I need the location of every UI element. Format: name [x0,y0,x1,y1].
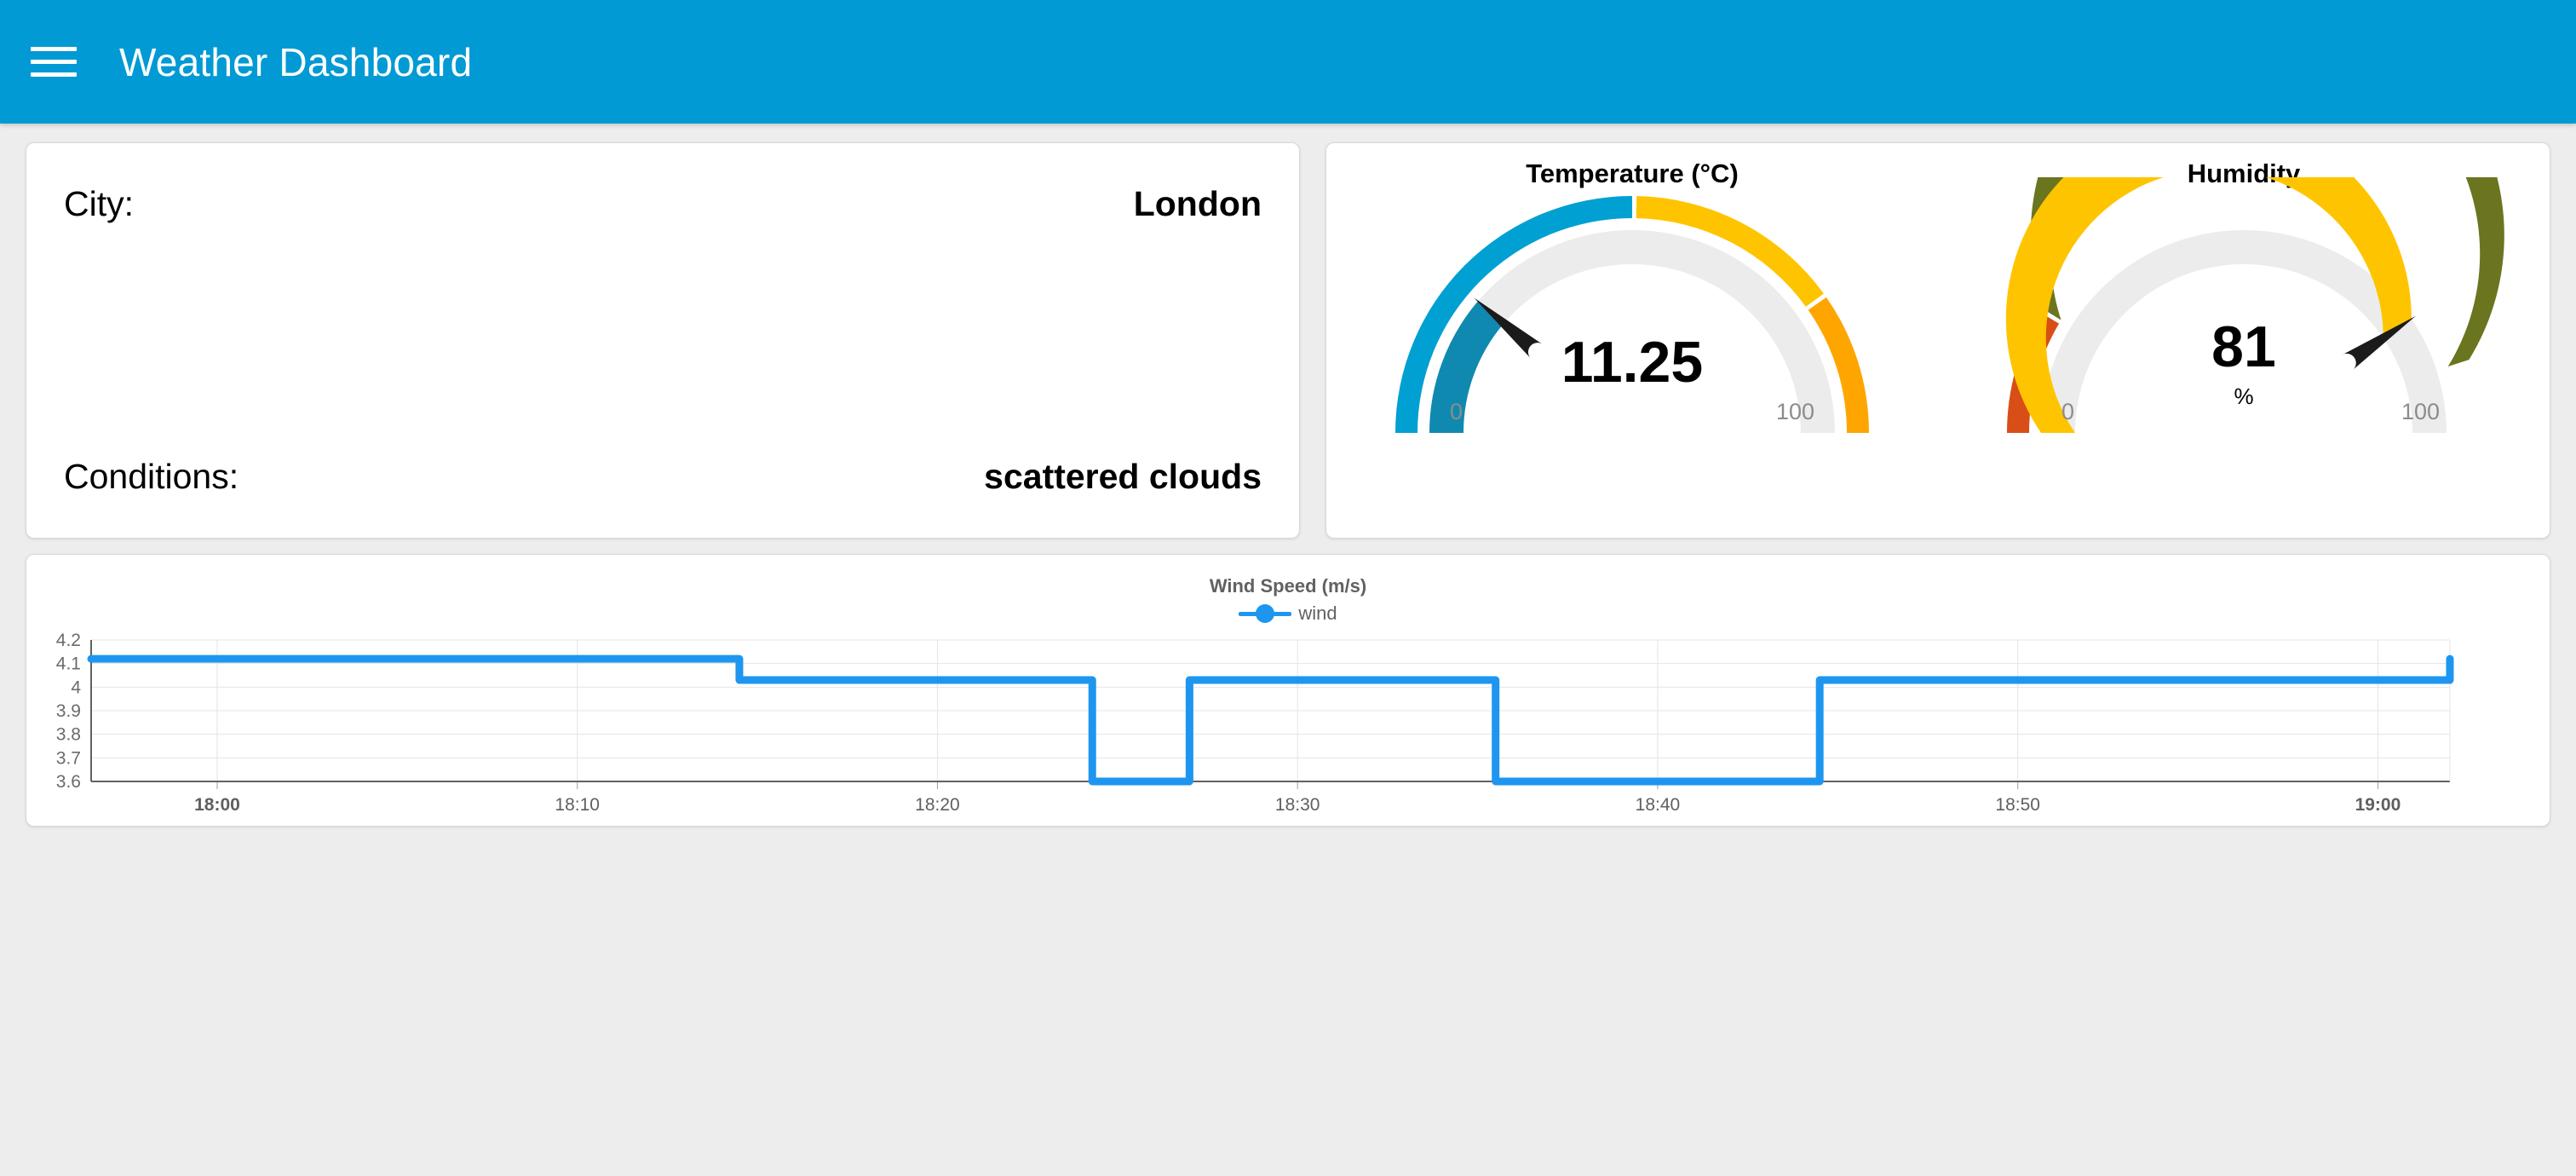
x-tick-label: 18:40 [1636,795,1681,815]
humidity-max-label: 100 [2401,399,2440,424]
hamburger-bar-3 [31,72,77,77]
x-tick-label: 18:30 [1275,795,1320,815]
humidity-gauge-title: Humidity [2187,159,2301,188]
y-tick-label: 4 [71,677,81,697]
wind-series-line [87,654,2454,786]
x-tick-label: 18:00 [194,795,240,815]
y-tick-label: 4.2 [56,631,81,650]
hamburger-bar-1 [31,47,77,51]
hamburger-bar-2 [31,60,77,64]
gauges-card: Temperature (°C) 11.25 0 100 Humidity 81… [1325,142,2550,539]
conditions-label: Conditions: [64,457,239,496]
x-tick-label: 19:00 [2355,795,2401,815]
conditions-value: scattered clouds [984,457,1262,496]
humidity-gauge: Humidity 81 % 0 100 [1946,143,2542,518]
chart-title: Wind Speed (m/s) [1209,575,1367,597]
y-tick-label: 3.6 [56,772,81,792]
legend-dot-marker [1256,604,1275,623]
gauge-band-0 [1395,196,1632,433]
humidity-min-label: 0 [2061,399,2075,424]
page-title: Weather Dashboard [119,39,473,84]
temperature-value: 11.25 [1561,330,1704,395]
conditions-row: Conditions: scattered clouds [64,457,1262,497]
wind-speed-chart-card: Wind Speed (m/s) wind 4.2 4.1 4 3.9 3.8 3.7 3.… [26,554,2550,827]
legend-label-wind: wind [1298,602,1337,624]
city-info-card: City: London Conditions: scattered cloud… [26,142,1300,539]
y-tick-label: 3.9 [56,701,81,721]
legend-line-marker [1239,604,1292,623]
humidity-unit: % [2234,383,2254,409]
temperature-min-label: 0 [1450,399,1463,424]
city-row: City: London [64,184,1262,224]
chart-row: Wind Speed (m/s) wind 4.2 4.1 4 3.9 3.8 3.7 3.… [0,539,2576,827]
gauge-value-arc [2005,177,2412,433]
x-tick-label: 18:10 [555,795,600,815]
gauge-needle [2341,315,2416,372]
temperature-gauge: Temperature (°C) 11.25 0 100 [1334,143,1930,518]
gauge-value-arc [1429,301,1504,433]
temperature-gauge-title: Temperature (°C) [1526,159,1739,188]
x-tick-label: 18:20 [915,795,960,815]
hamburger-menu-icon[interactable] [31,47,77,77]
y-tick-label: 4.1 [56,654,81,674]
x-tick-label: 18:50 [1995,795,2040,815]
temperature-max-label: 100 [1775,399,1814,424]
temperature-gauge-dial [1395,196,1869,433]
gauge-track [2041,230,2447,433]
y-tick-label: 3.8 [56,725,81,745]
gauge-band-1 [1636,196,1824,307]
humidity-value: 81 [2211,314,2276,379]
humidity-gauge-dial [2005,177,2504,433]
top-row: City: London Conditions: scattered cloud… [0,124,2576,539]
info-spacer [64,339,1262,343]
chart-legend[interactable]: wind [26,602,2550,625]
gauge-track [1429,230,1835,433]
y-tick-label: 3.7 [56,748,81,768]
city-value: London [1133,184,1262,223]
gauge-needle [1474,297,1544,360]
app-bar: Weather Dashboard [0,0,2576,124]
gauge-band-2 [1808,297,1869,433]
wind-speed-plot: 4.2 4.1 4 3.9 3.8 3.7 3.6 18:00 18:10 18:20 18:30 1… [56,631,2454,815]
city-label: City: [64,184,134,223]
